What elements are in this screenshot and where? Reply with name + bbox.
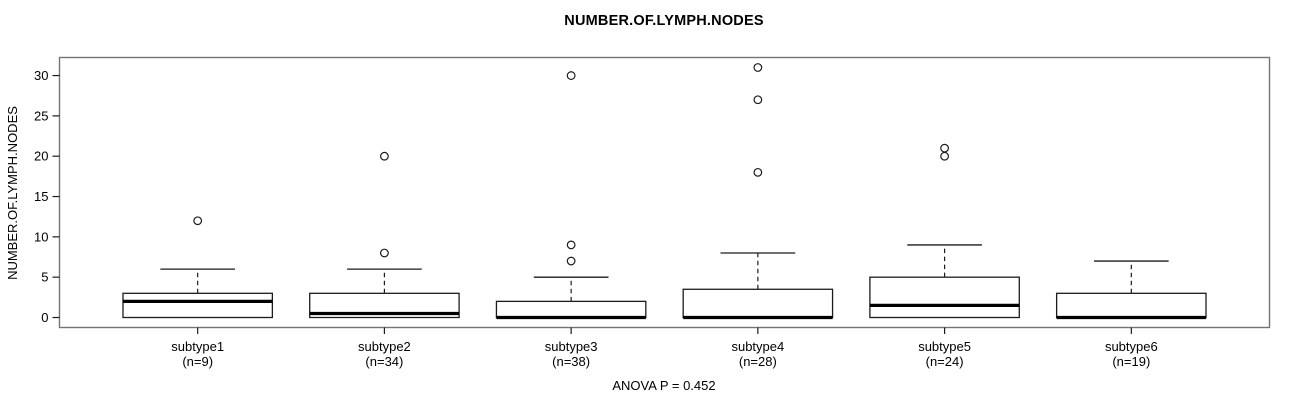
y-tick-label: 5 bbox=[41, 270, 48, 285]
x-group-count-label: (n=19) bbox=[1112, 354, 1150, 369]
outlier-point bbox=[566, 256, 576, 266]
x-group-label: subtype4 bbox=[731, 339, 784, 354]
iqr-box bbox=[495, 300, 647, 319]
x-group-label: subtype1 bbox=[171, 339, 224, 354]
outlier-point bbox=[940, 143, 949, 153]
x-group-label: subtype5 bbox=[918, 339, 971, 354]
outlier-point bbox=[193, 216, 203, 226]
y-tick-label: 30 bbox=[34, 68, 48, 83]
x-group-label: subtype3 bbox=[545, 339, 598, 354]
outlier-point bbox=[753, 63, 763, 72]
y-tick-label: 20 bbox=[34, 149, 48, 164]
chart-title: NUMBER.OF.LYMPH.NODES bbox=[564, 13, 764, 29]
x-group-count-label: (n=9) bbox=[182, 354, 213, 369]
x-group-count-label: (n=28) bbox=[739, 354, 777, 369]
x-group-count-label: (n=24) bbox=[926, 354, 964, 369]
x-group-label: subtype6 bbox=[1105, 339, 1158, 354]
iqr-box bbox=[122, 292, 274, 319]
outlier-point bbox=[380, 151, 389, 161]
outlier-point bbox=[753, 167, 763, 177]
outlier-point bbox=[753, 95, 763, 105]
iqr-box bbox=[682, 288, 834, 319]
outlier-point bbox=[380, 248, 389, 258]
iqr-box bbox=[869, 276, 1020, 319]
plot-frame bbox=[58, 56, 1271, 329]
y-tick-label: 25 bbox=[34, 108, 48, 123]
outlier-point bbox=[566, 71, 576, 80]
y-tick-label: 10 bbox=[34, 229, 48, 244]
x-group-count-label: (n=34) bbox=[365, 354, 403, 369]
outlier-point bbox=[940, 151, 949, 161]
x-group-label: subtype2 bbox=[358, 339, 411, 354]
anova-p-note: ANOVA P = 0.452 bbox=[612, 378, 716, 393]
iqr-box bbox=[1055, 292, 1207, 319]
outlier-point bbox=[566, 240, 576, 250]
y-tick-label: 15 bbox=[34, 189, 48, 204]
y-tick-label: 0 bbox=[41, 310, 48, 325]
x-group-count-label: (n=38) bbox=[552, 354, 590, 369]
